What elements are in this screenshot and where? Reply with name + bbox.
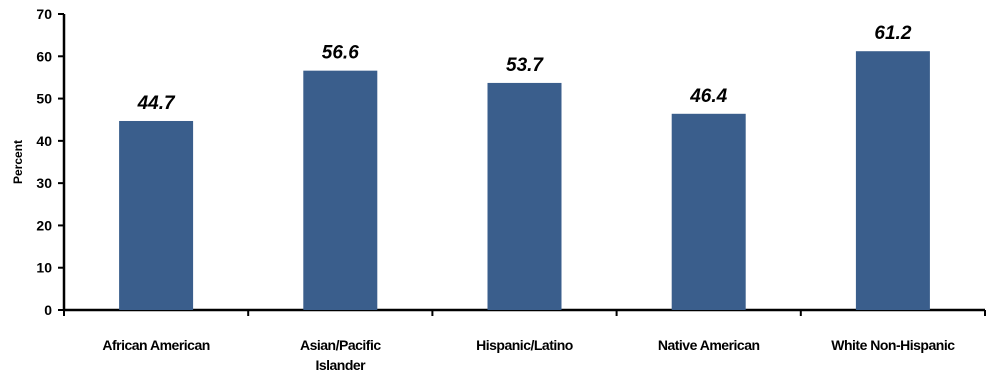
bars <box>119 51 930 311</box>
y-tick-label: 60 <box>36 48 52 64</box>
category-label: African American <box>102 337 209 353</box>
bar-value-label: 61.2 <box>874 23 911 44</box>
y-tick-label: 0 <box>44 302 52 318</box>
bar <box>119 120 194 311</box>
y-tick-label: 20 <box>36 217 52 233</box>
y-tick-label: 40 <box>36 133 52 149</box>
bar-value-label: 56.6 <box>322 43 359 64</box>
bar-value-label: 46.4 <box>689 86 727 107</box>
y-tick-label: 30 <box>36 175 52 191</box>
bar <box>303 70 378 310</box>
category-label: White Non-Hispanic <box>831 337 955 353</box>
category-label: Asian/Pacific Islander <box>300 337 381 373</box>
bar-value-label: 53.7 <box>506 55 544 76</box>
category-label: Hispanic/Latino <box>476 337 573 353</box>
y-tick-label: 50 <box>36 91 52 107</box>
y-tick-label: 10 <box>36 260 52 276</box>
bar <box>487 82 562 310</box>
bar-value-label: 44.7 <box>137 93 176 114</box>
bar <box>671 113 746 311</box>
y-tick-label: 70 <box>36 6 52 22</box>
category-label: Native American <box>658 337 760 353</box>
value-labels: 44.7 56.6 53.7 46.4 61.2 <box>137 23 912 114</box>
bar <box>855 51 930 311</box>
y-axis-ticks: 0 10 20 30 40 50 60 70 <box>36 6 986 318</box>
y-axis-label: Percent <box>11 140 25 184</box>
category-labels: African American Asian/Pacific Islander His… <box>102 337 955 373</box>
